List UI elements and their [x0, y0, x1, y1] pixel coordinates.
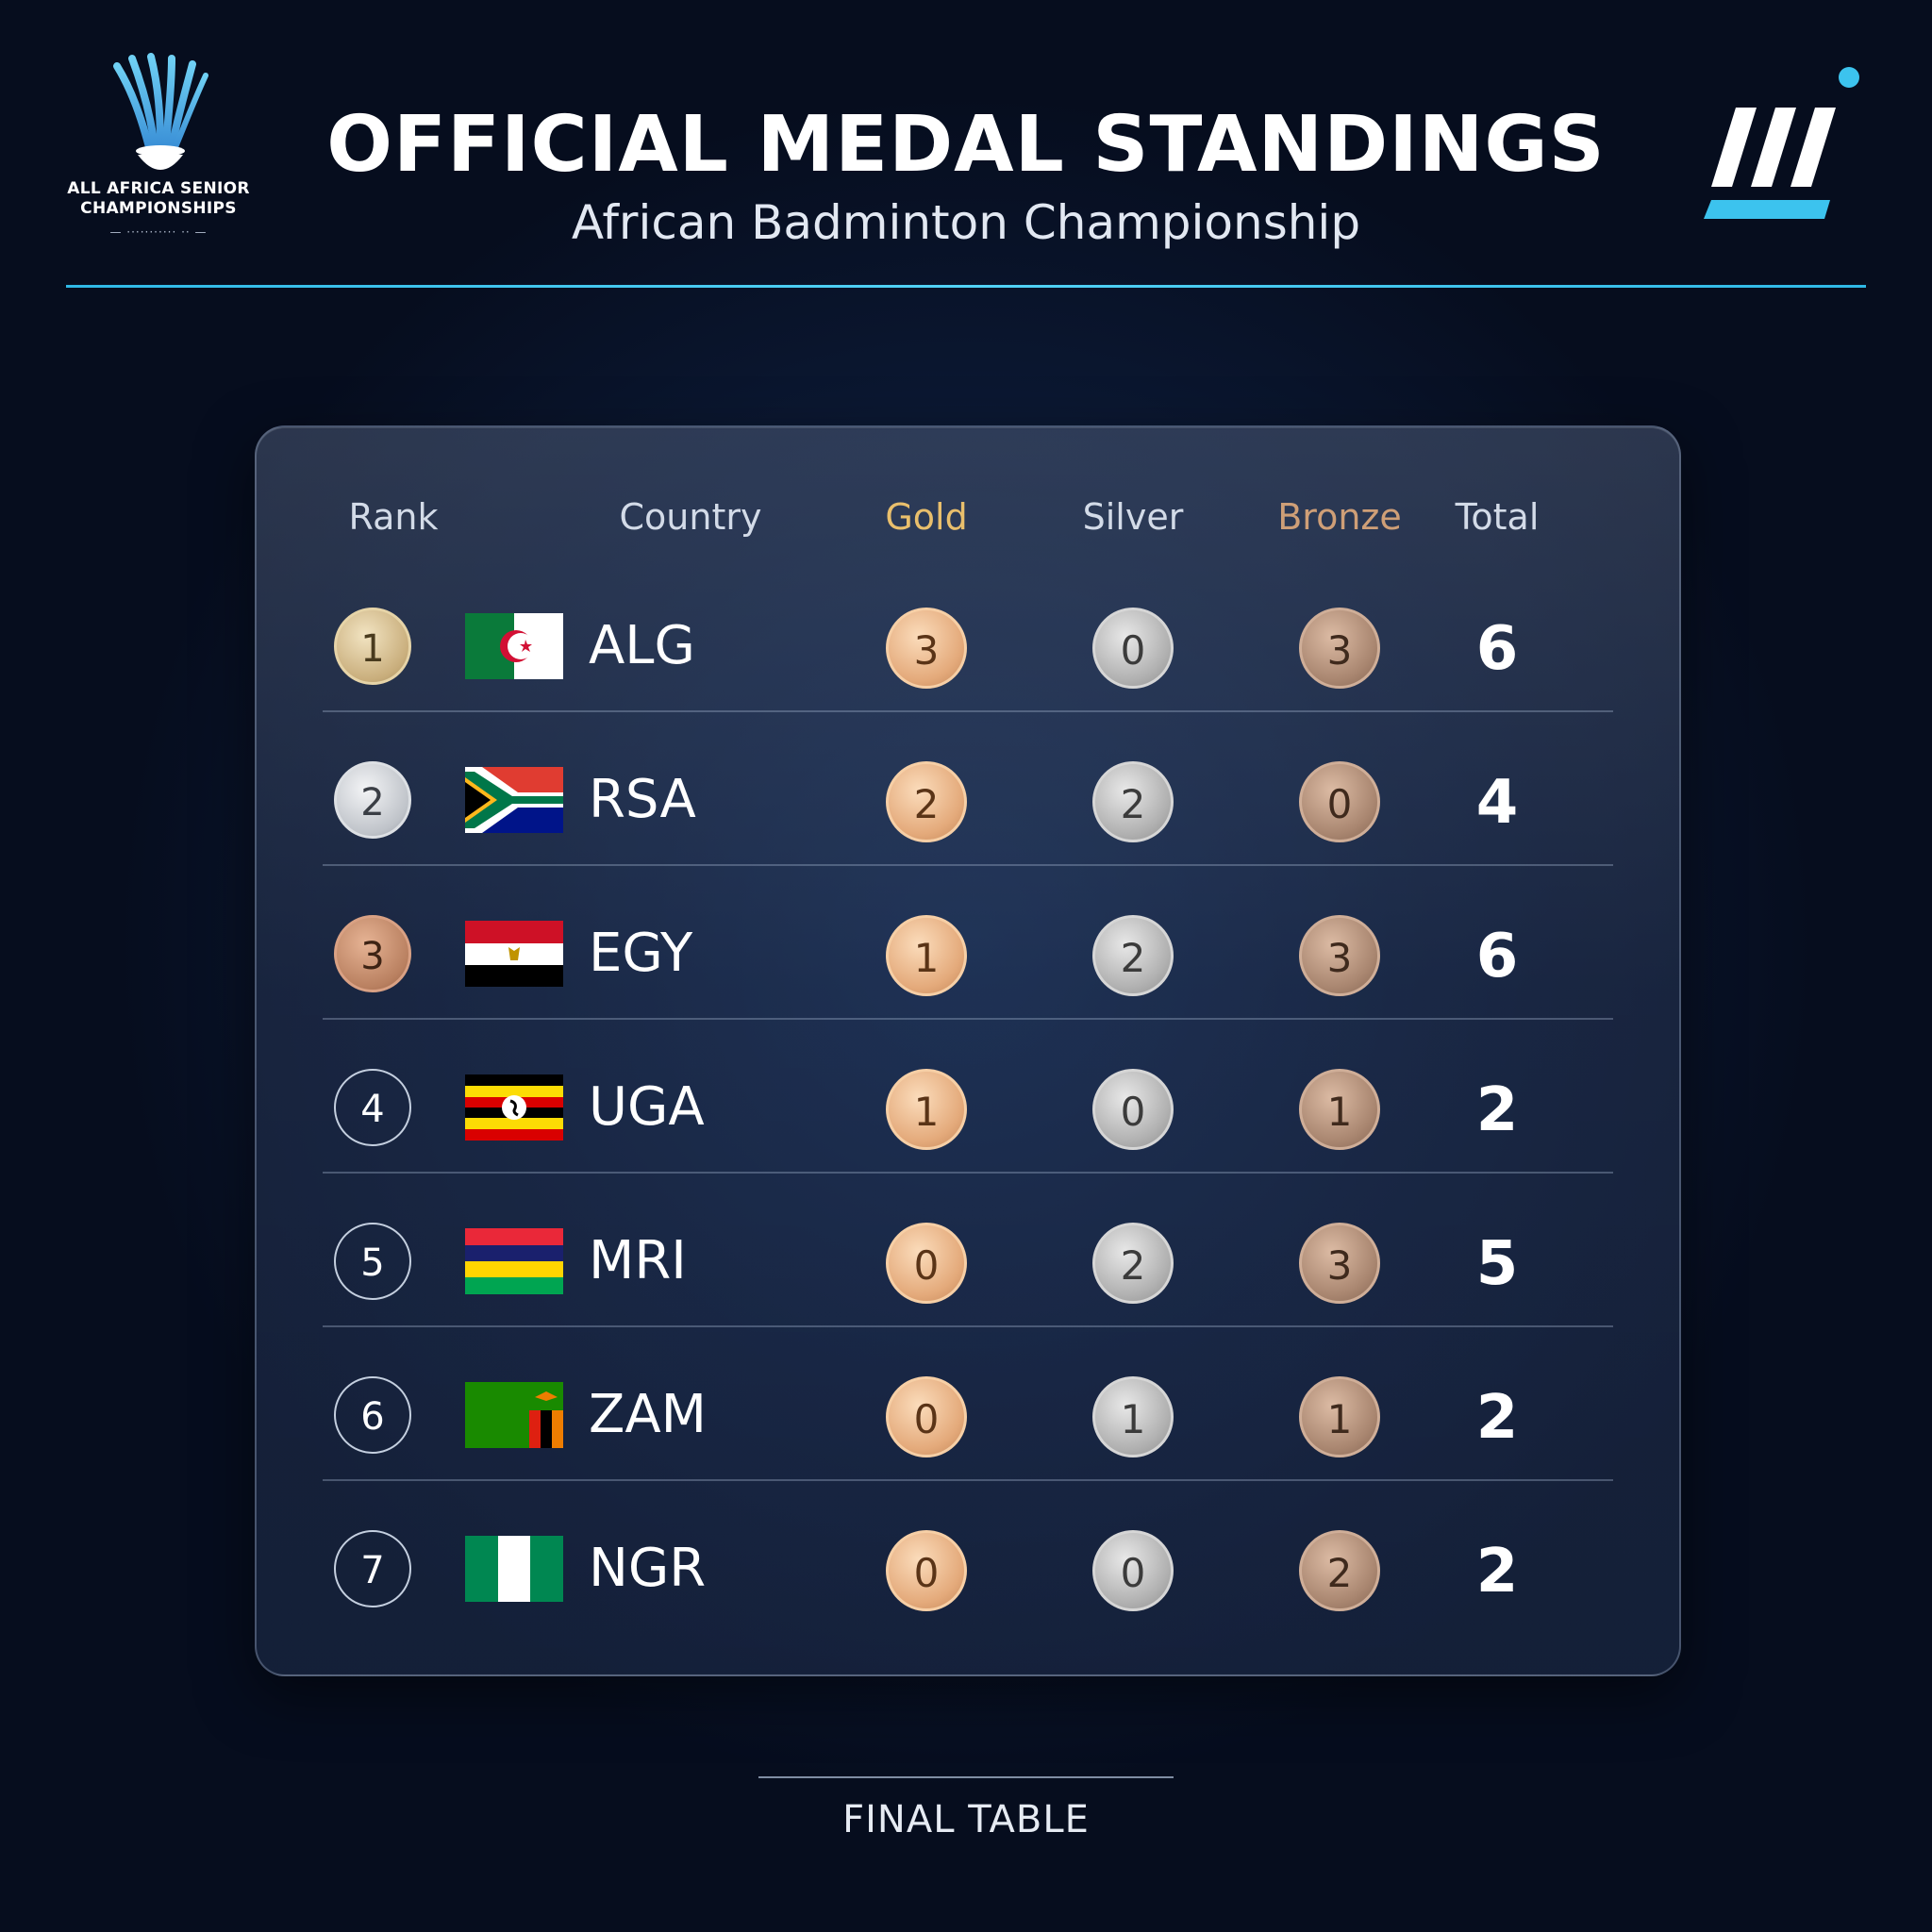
silver-count: 0	[1092, 608, 1174, 689]
gold-count: 0	[886, 1223, 967, 1304]
bronze-count: 0	[1299, 761, 1380, 842]
rank-badge: 4	[334, 1069, 411, 1146]
table-row: 7 NGR 0 0 2 2	[257, 1486, 1679, 1640]
country-code: RSA	[589, 769, 696, 830]
table-row: 5 MRI 0 2 3 5	[257, 1178, 1679, 1332]
medal-table: Rank Country Gold Silver Bronze Total 1 …	[255, 425, 1681, 1676]
header: ALL AFRICA SENIOR CHAMPIONSHIPS — ······…	[0, 0, 1932, 302]
table-row: 3 EGY 1 2 3 6	[257, 871, 1679, 1024]
footer-divider	[758, 1776, 1174, 1778]
gold-count: 0	[886, 1530, 967, 1611]
logo-text-line3: — ··········· ·· —	[109, 225, 208, 239]
country-code: MRI	[589, 1230, 687, 1291]
gold-count: 2	[886, 761, 967, 842]
footer-label: FINAL TABLE	[842, 1798, 1090, 1841]
logo-text-line2: CHAMPIONSHIPS	[80, 199, 237, 218]
uganda-flag	[465, 1074, 563, 1141]
page-subtitle: African Badminton Championship	[571, 195, 1361, 250]
algeria-flag	[465, 613, 563, 679]
country-code: NGR	[589, 1538, 707, 1599]
silver-count: 0	[1092, 1069, 1174, 1150]
rank-badge-bronze: 3	[334, 915, 411, 992]
column-header-gold: Gold	[885, 496, 968, 538]
table-row: 1 ALG 3 0 3 6	[257, 563, 1679, 717]
column-header-country: Country	[619, 496, 762, 538]
rank-badge-silver: 2	[334, 761, 411, 839]
column-header-total: Total	[1455, 496, 1540, 538]
zambia-flag	[465, 1382, 563, 1448]
bronze-count: 1	[1299, 1376, 1380, 1457]
nigeria-flag	[465, 1536, 563, 1602]
silver-count: 2	[1092, 1223, 1174, 1304]
total-count: 2	[1475, 1383, 1519, 1453]
total-count: 4	[1475, 768, 1519, 838]
table-row: 2 RSA 2 2 0 4	[257, 717, 1679, 871]
gold-count: 1	[886, 1069, 967, 1150]
total-count: 5	[1475, 1229, 1519, 1299]
bronze-count: 1	[1299, 1069, 1380, 1150]
country-code: ZAM	[589, 1384, 707, 1445]
row-divider	[323, 710, 1613, 712]
table-row: 4 UGA 1 0 1 2	[257, 1024, 1679, 1178]
gold-count: 0	[886, 1376, 967, 1457]
column-header-bronze: Bronze	[1277, 496, 1402, 538]
row-divider	[323, 1325, 1613, 1327]
brand-slashes-logo	[1698, 60, 1868, 230]
bronze-count: 3	[1299, 608, 1380, 689]
row-divider	[323, 1018, 1613, 1020]
rank-badge: 6	[334, 1376, 411, 1454]
country-code: UGA	[589, 1076, 705, 1138]
header-divider	[66, 285, 1866, 288]
gold-count: 3	[886, 608, 967, 689]
table-row: 6 ZAM 0 1 1 2	[257, 1332, 1679, 1486]
bronze-count: 2	[1299, 1530, 1380, 1611]
rank-badge: 7	[334, 1530, 411, 1607]
total-count: 2	[1475, 1537, 1519, 1607]
egypt-flag	[465, 921, 563, 987]
country-code: ALG	[589, 615, 695, 676]
shuttlecock-icon	[113, 53, 208, 170]
total-count: 6	[1475, 614, 1519, 684]
bronze-count: 3	[1299, 1223, 1380, 1304]
row-divider	[323, 1172, 1613, 1174]
mauritius-flag	[465, 1228, 563, 1294]
row-divider	[323, 864, 1613, 866]
championship-logo: ALL AFRICA SENIOR CHAMPIONSHIPS — ······…	[57, 53, 260, 242]
total-count: 2	[1475, 1075, 1519, 1145]
logo-text-line1: ALL AFRICA SENIOR	[67, 179, 250, 198]
silver-count: 1	[1092, 1376, 1174, 1457]
rank-badge-gold: 1	[334, 608, 411, 685]
bronze-count: 3	[1299, 915, 1380, 996]
total-count: 6	[1475, 922, 1519, 991]
row-divider	[323, 1479, 1613, 1481]
column-header-silver: Silver	[1082, 496, 1184, 538]
silver-count: 2	[1092, 761, 1174, 842]
silver-count: 2	[1092, 915, 1174, 996]
page-title: OFFICIAL MEDAL STANDINGS	[326, 100, 1606, 190]
country-code: EGY	[589, 923, 693, 984]
south-africa-flag	[465, 767, 563, 833]
rank-badge: 5	[334, 1223, 411, 1300]
column-header-rank: Rank	[348, 496, 439, 538]
gold-count: 1	[886, 915, 967, 996]
silver-count: 0	[1092, 1530, 1174, 1611]
